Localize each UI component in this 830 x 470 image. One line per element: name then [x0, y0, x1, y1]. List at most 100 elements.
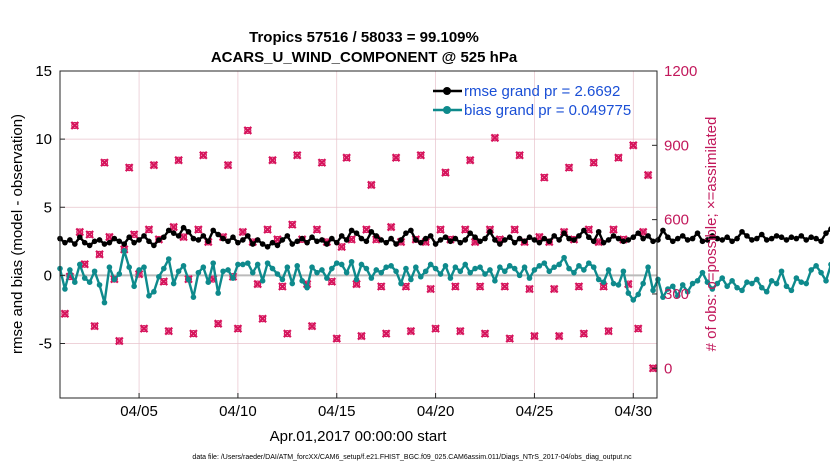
obs-assimilated-marker: [480, 329, 490, 338]
obs-assimilated-marker: [312, 225, 322, 234]
bias-point: [487, 267, 493, 273]
obs-possible-marker: [71, 121, 79, 130]
obs-possible-marker: [427, 285, 435, 293]
obs-possible-marker: [629, 141, 637, 149]
bias-point: [427, 261, 434, 268]
x-tick-label: 04/20: [417, 403, 455, 420]
bias-point: [121, 248, 128, 254]
rmse-point: [818, 238, 824, 245]
obs-assimilated-marker: [95, 250, 104, 259]
obs-possible-marker: [318, 159, 326, 167]
bias-point: [269, 265, 276, 272]
rmse-point: [175, 233, 182, 239]
rmse-point: [437, 237, 444, 243]
bias-point: [388, 263, 394, 269]
obs-assimilated-marker: [268, 155, 277, 165]
obs-assimilated-marker: [530, 331, 539, 341]
obs-possible-marker: [283, 329, 291, 338]
obs-assimilated-marker: [431, 324, 440, 333]
obs-possible-marker: [575, 282, 583, 291]
rmse-point: [773, 233, 780, 239]
obs-assimilated-marker: [199, 150, 208, 160]
obs-assimilated-marker: [609, 225, 618, 234]
bias-point: [635, 291, 642, 298]
obs-possible-marker: [130, 230, 138, 239]
rmse-point: [76, 234, 83, 241]
bias-point: [165, 256, 172, 262]
bias-point: [442, 263, 449, 269]
rmse-point: [180, 224, 187, 231]
bias-point: [749, 280, 755, 287]
rmse-point: [541, 235, 548, 242]
obs-assimilated-marker: [258, 314, 267, 324]
obs-assimilated-marker: [614, 153, 623, 162]
bias-point: [338, 261, 345, 268]
rmse-point: [581, 227, 587, 234]
rmse-point: [215, 231, 221, 238]
bias-point: [353, 276, 360, 283]
rmse-point: [744, 233, 750, 239]
obs-assimilated-marker: [164, 326, 174, 336]
rmse-point: [225, 238, 231, 245]
bias-point: [106, 264, 113, 271]
obs-assimilated-marker: [342, 153, 351, 162]
rmse-point: [719, 237, 726, 243]
obs-possible-marker: [580, 329, 588, 338]
bias-point: [813, 263, 819, 269]
rmse-point: [497, 241, 503, 247]
bias-point: [403, 265, 409, 272]
rmse-point: [343, 237, 350, 243]
bias-point: [230, 275, 236, 281]
obs-possible-marker: [362, 225, 371, 234]
rmse-point: [823, 230, 829, 236]
rmse-point: [531, 237, 538, 243]
obs-possible-marker: [609, 225, 618, 234]
obs-assimilated-marker: [307, 321, 317, 331]
rmse-point: [111, 235, 118, 242]
rmse-point: [501, 237, 508, 243]
obs-assimilated-marker: [144, 225, 154, 234]
rmse-point: [778, 234, 785, 241]
bias-point: [571, 269, 577, 276]
bias-point: [526, 275, 533, 281]
rmse-point: [329, 235, 335, 242]
bias-point: [536, 263, 543, 269]
rmse-point: [566, 235, 572, 242]
bias-point: [116, 271, 123, 277]
bias-point: [556, 261, 562, 268]
rmse-point: [793, 235, 800, 242]
rmse-point: [625, 237, 632, 243]
rmse-point: [754, 235, 760, 242]
bias-point: [126, 264, 132, 271]
bias-point: [823, 278, 829, 284]
rmse-point: [739, 228, 745, 235]
rmse-point: [714, 235, 721, 242]
bias-point: [72, 279, 78, 285]
obs-assimilated-marker: [292, 150, 302, 160]
obs-possible-marker: [189, 329, 198, 338]
x-tick-label: 04/15: [318, 403, 356, 420]
obs-assimilated-marker: [643, 170, 653, 180]
obs-possible-marker: [530, 332, 539, 340]
legend-rmse-marker: [443, 87, 451, 95]
rmse-point: [462, 237, 469, 243]
obs-possible-marker: [224, 161, 232, 169]
bias-point: [655, 276, 661, 283]
rmse-point: [146, 238, 152, 245]
bias-point: [477, 264, 483, 271]
rmse-point: [645, 233, 651, 239]
obs-possible-marker: [145, 225, 153, 234]
rmse-point: [694, 230, 701, 236]
footer-data-file: data file: /Users/raeder/DAI/ATM_forcXX/…: [192, 454, 632, 461]
bias-point: [190, 294, 197, 300]
right-axis: 0 300 600 900 1200: [652, 63, 697, 377]
obs-assimilated-marker: [278, 282, 287, 291]
rmse-point: [457, 239, 464, 246]
bias-point: [679, 282, 686, 288]
rmse-point: [783, 237, 790, 243]
rmse-point: [101, 241, 108, 247]
rmse-point: [452, 235, 459, 242]
obs-assimilated-marker: [332, 334, 342, 343]
y-tick-label-right: 300: [664, 286, 689, 303]
